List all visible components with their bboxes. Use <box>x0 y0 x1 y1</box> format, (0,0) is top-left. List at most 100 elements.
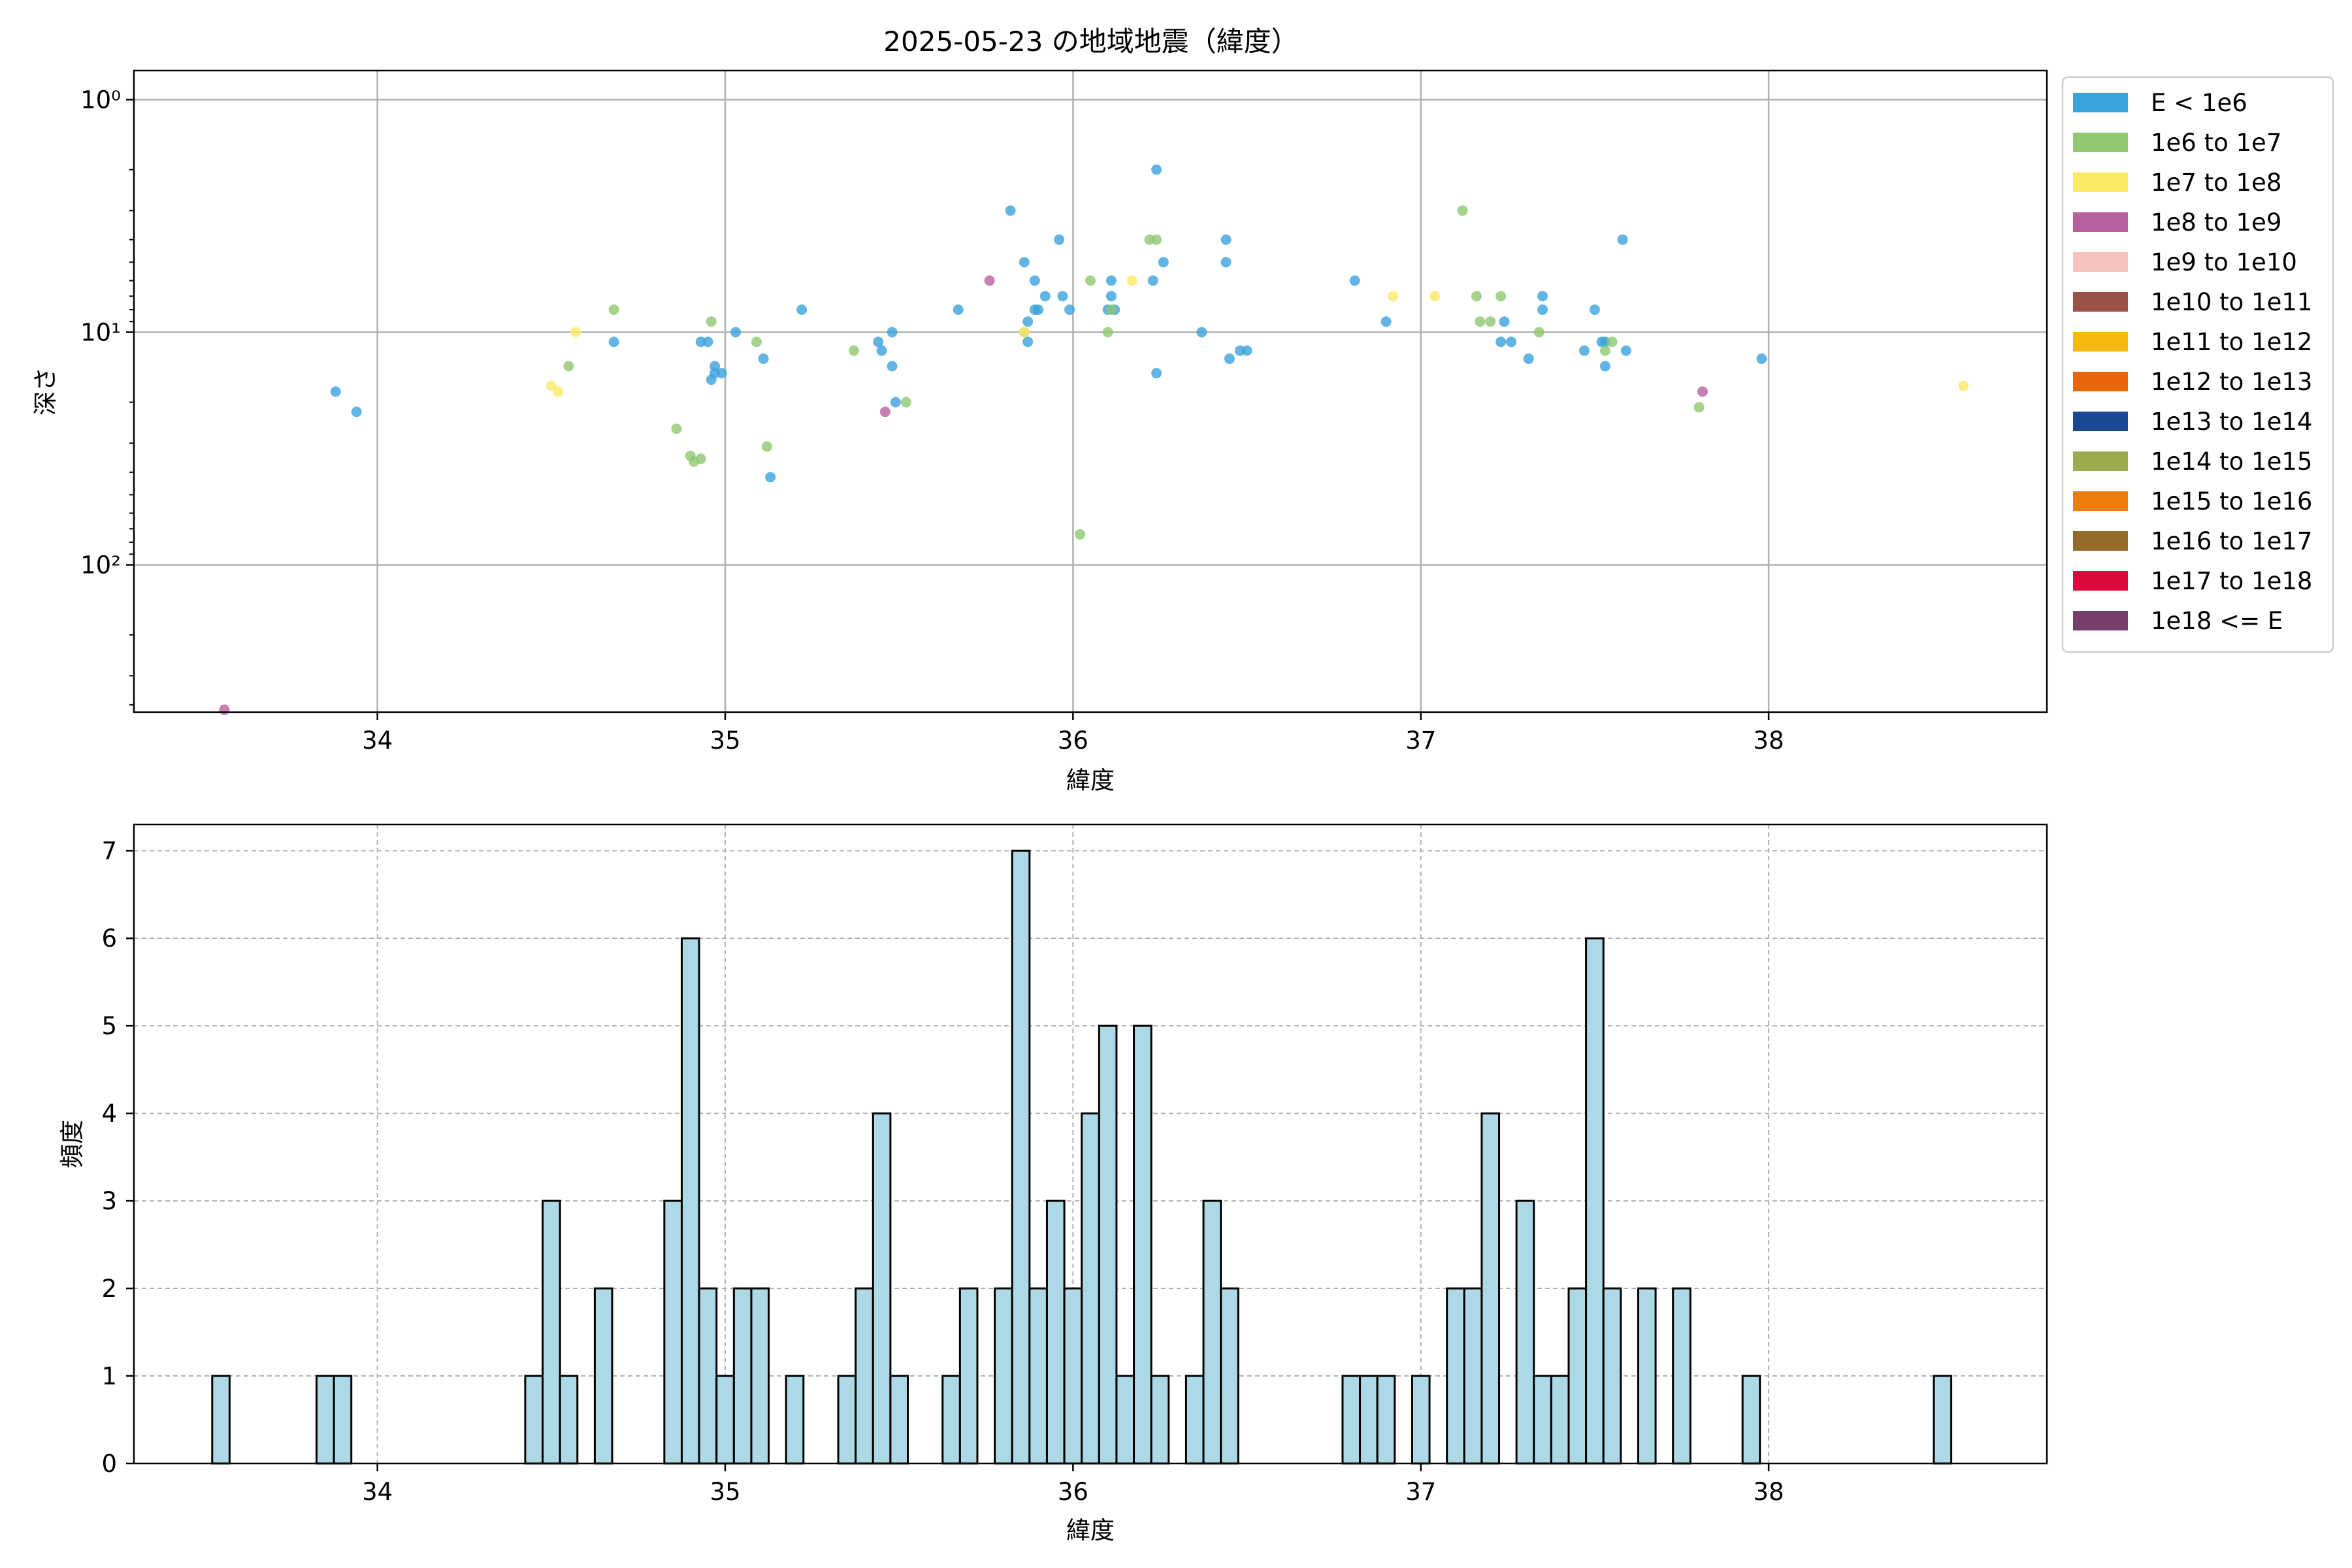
histogram-bar <box>1063 1287 1083 1465</box>
scatter-point <box>1620 345 1631 356</box>
scatter-y-ticks: 10⁰ 10¹ 10² <box>80 86 134 706</box>
histogram-x-tick-label: 38 <box>1754 1478 1784 1506</box>
histogram-bar <box>1081 1112 1100 1465</box>
scatter-point <box>608 304 619 315</box>
scatter-point <box>1607 336 1618 348</box>
scatter-point <box>570 327 581 338</box>
scatter-point <box>553 386 564 397</box>
histogram-y-axis-label: 頻度 <box>58 1120 86 1168</box>
scatter-point <box>1499 316 1510 327</box>
scatter-point <box>1578 345 1590 356</box>
histogram-bar <box>1220 1287 1239 1465</box>
histogram-bar <box>680 937 700 1465</box>
scatter-point <box>706 316 717 327</box>
histogram-axes-frame <box>133 823 2048 1465</box>
scatter-point <box>1220 234 1232 245</box>
histogram-bar <box>889 1375 909 1465</box>
histogram-bars <box>211 849 1953 1465</box>
legend-label: E < 1e6 <box>2151 89 2247 117</box>
scatter-x-tick-label: 38 <box>1754 727 1784 755</box>
scatter-point <box>1523 353 1534 365</box>
scatter-point <box>1105 275 1117 286</box>
scatter-point <box>1151 164 1162 175</box>
histogram-bar <box>994 1287 1013 1465</box>
scatter-point <box>1005 205 1016 216</box>
scatter-point <box>1241 345 1252 356</box>
legend-label: 1e17 to 1e18 <box>2151 567 2312 595</box>
legend-label: 1e15 to 1e16 <box>2151 487 2312 515</box>
histogram-bar <box>1045 1200 1066 1465</box>
scatter-point <box>716 368 727 379</box>
scatter-point <box>1158 257 1169 268</box>
scatter-point <box>1617 234 1628 245</box>
histogram-bar <box>837 1375 857 1465</box>
scatter-point <box>765 472 776 483</box>
scatter-point <box>758 353 769 365</box>
scatter-point <box>1105 291 1117 302</box>
scatter-point <box>1457 205 1468 216</box>
scatter-grid <box>134 71 2047 712</box>
scatter-point <box>1349 275 1360 286</box>
scatter-point <box>1429 291 1441 302</box>
chart-title: 2025-05-23 の地域地震（緯度） <box>883 25 1298 57</box>
scatter-point <box>1151 368 1162 379</box>
legend-label: 1e7 to 1e8 <box>2151 169 2281 197</box>
histogram-bar <box>1028 1287 1048 1465</box>
scatter-x-axis-label: 緯度 <box>1066 766 1115 794</box>
legend-label: 1e11 to 1e12 <box>2151 328 2312 356</box>
scatter-x-ticks: 34 35 36 37 38 <box>362 712 1784 755</box>
legend-label: 1e12 to 1e13 <box>2151 368 2312 396</box>
scatter-point <box>671 423 682 434</box>
scatter-y-tick-label: 10² <box>80 551 121 579</box>
histogram-y-tick-label: 4 <box>101 1100 117 1128</box>
histogram-bar <box>1184 1375 1205 1465</box>
scatter-point <box>1220 257 1232 268</box>
histogram-bar <box>593 1287 613 1465</box>
histogram-x-ticks: 34 35 36 37 38 <box>362 1463 1784 1506</box>
histogram-bar <box>542 1200 561 1465</box>
scatter-point <box>1485 316 1496 327</box>
scatter-point <box>1033 304 1044 315</box>
legend-label: 1e16 to 1e17 <box>2151 527 2312 555</box>
histogram-bar <box>855 1287 874 1465</box>
scatter-point <box>1029 275 1040 286</box>
legend-swatch <box>2073 412 2128 431</box>
legend-swatch <box>2073 212 2128 232</box>
scatter-point <box>1039 291 1051 302</box>
scatter-point <box>1533 327 1544 338</box>
histogram-x-tick-label: 34 <box>362 1478 393 1506</box>
histogram-bar <box>1567 1287 1588 1465</box>
scatter-point <box>1537 304 1548 315</box>
scatter-point <box>351 406 362 417</box>
scatter-point <box>1022 336 1034 348</box>
scatter-point <box>1599 345 1610 356</box>
scatter-point <box>1057 291 1068 302</box>
scatter-point <box>702 336 713 348</box>
scatter-point <box>848 345 859 356</box>
legend-swatch <box>2073 531 2128 551</box>
histogram-bar <box>1550 1375 1570 1465</box>
legend-swatch <box>2073 611 2128 630</box>
legend-label: 1e14 to 1e15 <box>2151 448 2312 476</box>
scatter-point <box>751 336 762 348</box>
scatter-point <box>1471 291 1482 302</box>
scatter-point <box>1224 353 1235 365</box>
scatter-point <box>330 386 341 397</box>
histogram-x-tick-label: 35 <box>710 1478 740 1506</box>
scatter-point <box>1151 234 1162 245</box>
histogram-y-tick-label: 6 <box>101 924 117 953</box>
scatter-y-axis-label: 深さ <box>31 367 59 416</box>
histogram-bar <box>1115 1375 1135 1465</box>
histogram-bar <box>211 1375 231 1465</box>
scatter-point <box>1147 275 1158 286</box>
legend-label: 1e18 <= E <box>2151 607 2283 635</box>
scatter-point <box>1693 402 1705 413</box>
legend-swatch <box>2073 491 2128 511</box>
histogram-bar <box>333 1375 353 1465</box>
scatter-point <box>1064 304 1075 315</box>
histogram-bar <box>1533 1375 1552 1465</box>
scatter-point <box>796 304 808 315</box>
legend-swatch <box>2073 172 2128 192</box>
histogram-bar <box>524 1375 544 1465</box>
